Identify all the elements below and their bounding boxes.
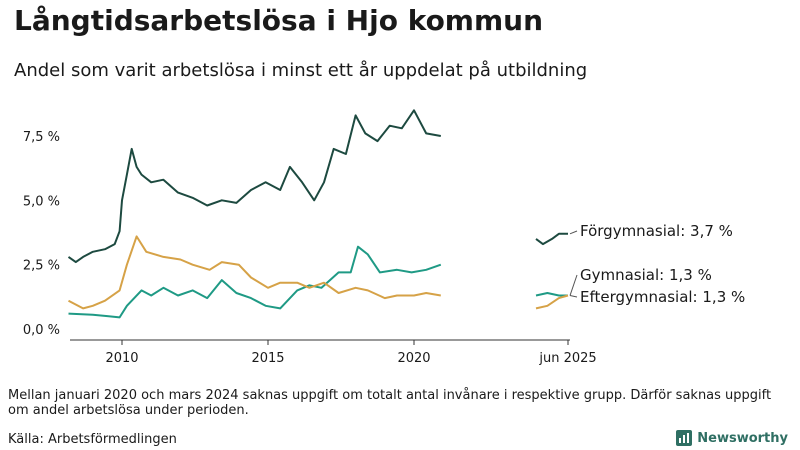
series-labels: Förgymnasial: 3,7 % Gymnasial: 1,3 % Efter… — [569, 222, 745, 306]
x-tick-label: 2010 — [105, 351, 138, 366]
footnote: Mellan januari 2020 och mars 2024 saknas… — [8, 388, 772, 418]
series-line-eftergymnasial-recent — [535, 294, 569, 310]
y-axis-ticks: 0,0 % 2,5 % 5,0 % 7,5 % — [23, 130, 60, 338]
series-line-gymnasial-recent — [535, 292, 568, 297]
series-label-gymnasial: Gymnasial: 1,3 % — [580, 266, 712, 284]
x-axis-ticks: 2010 2015 2020 jun 2025 — [105, 340, 597, 366]
x-tick-label: 2020 — [397, 351, 430, 366]
series-label-förgymnasial: Förgymnasial: 3,7 % — [580, 222, 733, 240]
series-line-eftergymnasial-historic — [68, 235, 441, 310]
series-line-gymnasial-historic — [68, 245, 442, 319]
series-label-leader — [569, 230, 578, 235]
y-tick-label: 7,5 % — [23, 130, 60, 145]
chart-title: Långtidsarbetslösa i Hjo kommun — [14, 4, 544, 37]
series-label-eftergymnasial: Eftergymnasial: 1,3 % — [580, 288, 745, 306]
series-label-leader — [569, 295, 578, 298]
series-line-förgymnasial-recent — [535, 232, 568, 246]
y-tick-label: 2,5 % — [23, 259, 60, 274]
source-credit: Källa: Arbetsförmedlingen — [8, 432, 177, 447]
brand-logo[interactable]: Newsworthy — [676, 430, 788, 446]
brand-name: Newsworthy — [697, 430, 788, 446]
x-tick-label: jun 2025 — [538, 351, 596, 366]
chart-subtitle: Andel som varit arbetslösa i minst ett å… — [14, 60, 588, 81]
y-tick-label: 0,0 % — [23, 323, 60, 338]
series-lines — [67, 109, 569, 319]
y-tick-label: 5,0 % — [23, 194, 60, 209]
series-label-leader — [569, 274, 578, 296]
series-line-förgymnasial-historic — [67, 109, 441, 264]
x-tick-label: 2015 — [251, 351, 284, 366]
newsworthy-logo-icon — [676, 430, 693, 446]
